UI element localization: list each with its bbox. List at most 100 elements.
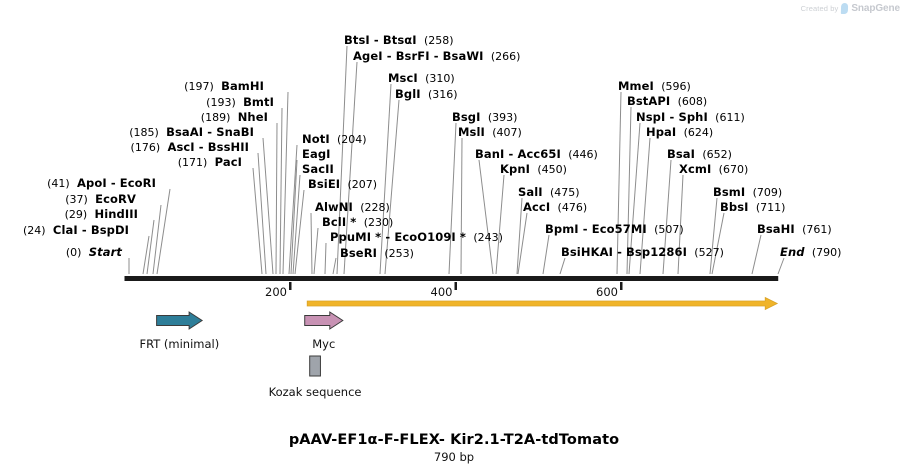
enzyme-label-r-paci[interactable]: (171) PacI	[0, 156, 242, 170]
leader-line	[279, 107, 283, 275]
enzyme-position: (204)	[337, 133, 367, 146]
leader-line	[460, 137, 463, 275]
leader-line	[628, 122, 641, 275]
leader-line	[677, 174, 684, 275]
enzyme-name: KpnI	[500, 162, 531, 176]
leader-line	[559, 257, 566, 275]
enzyme-label-r-bpmi[interactable]: BpmI - Eco57MI (507)	[545, 222, 684, 237]
leader-line	[626, 106, 632, 275]
enzyme-label-r-start[interactable]: (0) Start	[0, 246, 122, 260]
leader-line	[384, 99, 400, 275]
enzyme-label-r-hpai[interactable]: HpaI (624)	[646, 125, 713, 140]
enzyme-position: (266)	[490, 50, 521, 63]
enzyme-position: (230)	[363, 216, 394, 229]
enzyme-label-r-acci[interactable]: AccI (476)	[523, 200, 587, 215]
leader-line	[709, 197, 718, 275]
enzyme-name: BstAPI	[627, 94, 671, 108]
enzyme-label-r-apoi[interactable]: (41) ApoI - EcoRI	[0, 176, 156, 191]
leader-line	[294, 189, 305, 275]
enzyme-name: NspI - SphI	[636, 110, 708, 124]
enzyme-label-r-bcli[interactable]: BclI * (230)	[322, 215, 394, 230]
enzyme-label-r-kpni[interactable]: KpnI (450)	[500, 162, 567, 177]
enzyme-label-r-nhei[interactable]: (189) NheI	[0, 111, 268, 125]
enzyme-label-r-bstapi[interactable]: BstAPI (608)	[627, 94, 707, 109]
enzyme-label-r-end[interactable]: End (790)	[780, 246, 841, 260]
feature-label: Kozak sequence	[268, 385, 362, 399]
enzyme-label-r-alwni[interactable]: AlwNI (228)	[315, 200, 390, 215]
enzyme-label-r-bsaai[interactable]: (185) BsaAI - SnaBI	[0, 126, 254, 140]
leader-line	[275, 122, 278, 275]
enzyme-label-r-sali[interactable]: SalI (475)	[518, 185, 580, 200]
enzyme-label-r-agei[interactable]: AgeI - BsrFI - BsaWI (266)	[353, 50, 521, 64]
enzyme-label-r-ppumi[interactable]: PpuMI * - EcoO109I * (243)	[330, 231, 503, 245]
enzyme-label-r-bsgi[interactable]: BsgI (393)	[452, 111, 517, 125]
enzyme-label-r-asci[interactable]: (176) AscI - BssHII	[0, 140, 249, 155]
enzyme-position: (507)	[654, 223, 684, 236]
enzyme-label-r-sacii[interactable]: SacII	[302, 163, 334, 176]
enzyme-name: AlwNI	[315, 200, 353, 214]
enzyme-name: BmtI	[243, 95, 274, 109]
enzyme-label-r-bgli[interactable]: BglI (316)	[395, 88, 458, 102]
enzyme-name: ApoI - EcoRI	[77, 176, 156, 190]
enzyme-label-r-bani[interactable]: BanI - Acc65I (446)	[475, 147, 598, 162]
leader-line	[711, 212, 725, 275]
enzyme-label-r-bsmi[interactable]: BsmI (709)	[713, 186, 782, 200]
leader-line	[616, 91, 622, 275]
page-title: pAAV-EF1α-F-FLEX- Kir2.1-T2A-tdTomato	[288, 432, 620, 448]
leader-line	[282, 91, 289, 275]
enzyme-name: SacII	[302, 162, 334, 176]
leader-line	[152, 204, 162, 275]
enzyme-label-r-nspi[interactable]: NspI - SphI (611)	[636, 110, 745, 125]
enzyme-label-r-msci[interactable]: MscI (310)	[388, 72, 455, 86]
enzyme-name: HindIII	[94, 207, 138, 221]
enzyme-label-list: BtsI - BtsαI (258) AgeI - BsrFI - BsaWI (…	[0, 34, 841, 261]
enzyme-name: BclI *	[322, 215, 357, 229]
enzyme-name: BpmI - Eco57MI	[545, 222, 647, 236]
map-vector-layer	[124, 45, 785, 377]
ruler-tick	[620, 282, 623, 290]
snapgene-watermark: Created by SnapGene	[801, 3, 900, 14]
watermark-brand-label: SnapGene	[851, 3, 900, 14]
watermark-created-by-label: Created by	[800, 4, 839, 13]
enzyme-label-r-bsiei[interactable]: BsiEI (207)	[308, 178, 377, 192]
enzyme-label-r-bseri[interactable]: BseRI (253)	[340, 247, 414, 261]
feature-label: FRT (minimal)	[139, 337, 220, 351]
enzyme-name: AccI	[523, 200, 551, 214]
enzyme-label-r-btsi[interactable]: BtsI - BtsαI (258)	[344, 34, 454, 48]
enzyme-label-r-mmei[interactable]: MmeI (596)	[618, 80, 691, 94]
enzyme-label-r-clai[interactable]: (24) ClaI - BspDI	[0, 224, 129, 238]
enzyme-label-r-xcmi[interactable]: XcmI (670)	[679, 162, 748, 177]
leader-line	[313, 227, 319, 275]
enzyme-name: XcmI	[679, 162, 712, 176]
enzyme-label-r-noti[interactable]: NotI (204)	[302, 133, 367, 147]
ruler-tick	[289, 282, 292, 290]
enzyme-label-r-bsihkai[interactable]: BsiHKAI - Bsp1286I (527)	[561, 245, 724, 260]
enzyme-label-r-eagi[interactable]: EagI	[302, 148, 331, 161]
leader-line	[146, 219, 155, 275]
enzyme-label-r-bsahi[interactable]: BsaHI (761)	[757, 223, 832, 237]
enzyme-name: AscI - BssHII	[167, 140, 249, 154]
enzyme-label-r-ecorv[interactable]: (37) EcoRV	[0, 193, 136, 207]
enzyme-name: HpaI	[646, 125, 677, 139]
enzyme-label-r-bsai[interactable]: BsaI (652)	[667, 148, 732, 162]
leader-line	[448, 122, 457, 275]
enzyme-name: EagI	[302, 147, 331, 161]
enzyme-position: (185)	[129, 126, 159, 139]
enzyme-position: (450)	[537, 163, 567, 176]
enzyme-position: (446)	[568, 148, 598, 161]
enzyme-label-r-bbsi[interactable]: BbsI (711)	[720, 201, 785, 215]
leader-line	[336, 45, 348, 275]
enzyme-position: (24)	[23, 224, 46, 237]
enzyme-label-r-bmti[interactable]: (193) BmtI	[0, 95, 274, 110]
enzyme-label-r-bamhi[interactable]: (197) BamHI	[0, 80, 264, 94]
enzyme-name: SalI	[518, 185, 543, 199]
enzyme-position: (29)	[64, 208, 88, 221]
enzyme-label-r-msli[interactable]: MslI (407)	[458, 126, 522, 140]
enzyme-label-r-hindiii[interactable]: (29) HindIII	[0, 207, 138, 222]
enzyme-name: BsiHKAI - Bsp1286I	[561, 245, 687, 259]
leader-line	[639, 137, 651, 275]
leader-line	[516, 197, 523, 275]
enzyme-position: (37)	[65, 193, 88, 206]
map-title-block: pAAV-EF1α-F-FLEX- Kir2.1-T2A-tdTomato 79…	[0, 432, 908, 464]
enzyme-name: BanI - Acc65I	[475, 147, 561, 161]
